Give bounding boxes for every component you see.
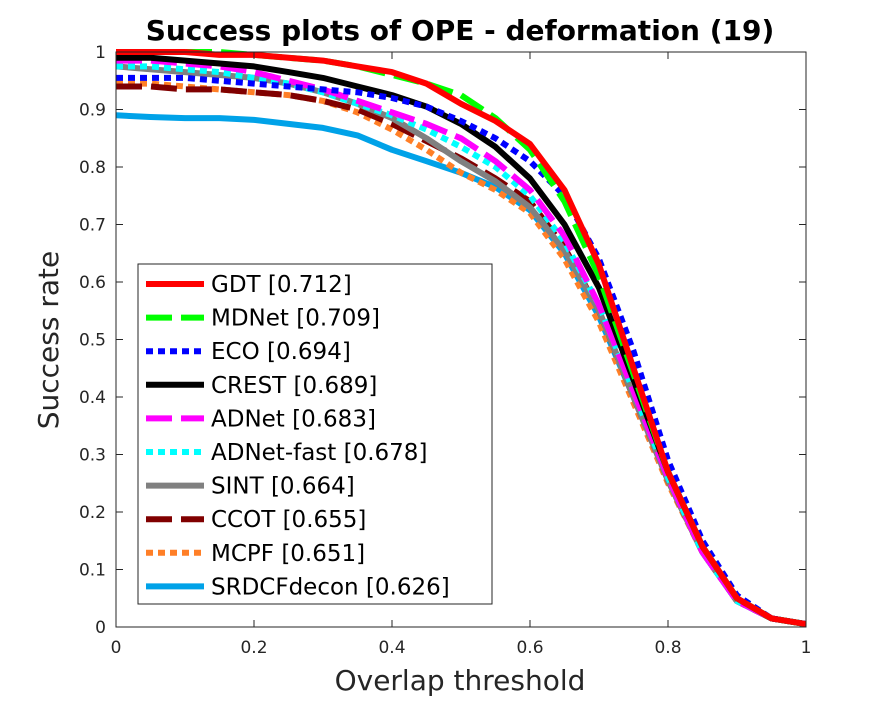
y-tick-label: 0.4	[79, 388, 106, 408]
y-tick-label: 0.2	[79, 503, 106, 523]
series-line-mcpf	[116, 80, 807, 628]
y-tick-label: 0.1	[79, 561, 106, 581]
legend-label-adnet-fast: ADNet-fast [0.678]	[211, 440, 427, 466]
legend-label-ccot: CCOT [0.655]	[211, 507, 366, 533]
legend-label-srdcfdecon: SRDCFdecon [0.626]	[211, 574, 450, 600]
x-tick-label: 0.6	[516, 638, 543, 658]
y-axis-ticks: 0 0.1 0.2 0.3 0.4 0.5 0.6 0.7 0.8 0.9 1	[79, 43, 806, 638]
x-tick-label: 1	[801, 638, 812, 658]
legend-box	[137, 263, 493, 605]
legend-label-mcpf: MCPF [0.651]	[211, 541, 365, 567]
x-axis-ticks: 0 0.2 0.4 0.6 0.8 1	[111, 52, 812, 658]
y-tick-label: 0.9	[79, 101, 106, 121]
legend-label-mdnet: MDNet [0.709]	[211, 306, 380, 332]
x-axis-label: Overlap threshold	[335, 664, 586, 697]
legend-label-eco: ECO [0.694]	[211, 339, 351, 365]
series-line-gdt	[116, 49, 807, 628]
y-tick-label: 0.7	[79, 216, 106, 236]
x-tick-label: 0.8	[654, 638, 681, 658]
legend-label-crest: CREST [0.689]	[211, 373, 377, 399]
y-tick-label: 0.6	[79, 273, 106, 293]
y-tick-label: 0.3	[79, 446, 106, 466]
y-tick-label: 0.5	[79, 331, 106, 351]
chart-title: Success plots of OPE - deformation (19)	[146, 14, 775, 47]
y-axis-label: Success rate	[32, 251, 65, 430]
legend-label-gdt: GDT [0.712]	[211, 272, 352, 298]
y-tick-label: 0.8	[79, 158, 106, 178]
series-line-eco	[116, 74, 807, 628]
x-tick-label: 0.2	[240, 638, 267, 658]
legend-label-adnet: ADNet [0.683]	[211, 406, 376, 432]
legend: GDT [0.712] MDNet [0.709] ECO [0.694] CREST…	[137, 263, 493, 605]
x-tick-label: 0	[111, 638, 122, 658]
x-tick-label: 0.4	[378, 638, 405, 658]
y-tick-label: 0	[95, 618, 106, 638]
legend-label-sint: SINT [0.664]	[211, 474, 355, 500]
y-tick-label: 1	[95, 43, 106, 63]
